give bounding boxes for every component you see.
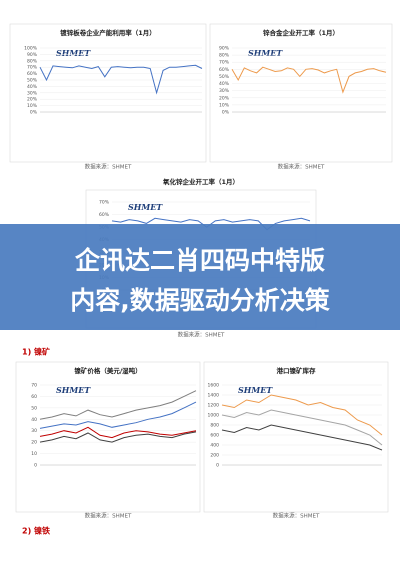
y-tick-label: 10% bbox=[27, 103, 38, 109]
y-tick-label: 60 bbox=[31, 394, 37, 400]
figure-frame bbox=[9, 23, 207, 163]
figure-title: 镀锌板卷企业产能利用率（1月） bbox=[60, 28, 156, 37]
figure-title: 港口镍矿库存 bbox=[277, 366, 317, 375]
figure-source: 数据来源：SHMET bbox=[273, 512, 320, 520]
data-line bbox=[221, 409, 383, 446]
figure-frame bbox=[203, 361, 389, 513]
y-tick-label: 100% bbox=[24, 46, 38, 52]
data-line bbox=[39, 64, 203, 95]
y-tick-label: 30% bbox=[219, 88, 230, 94]
y-tick-label: 40% bbox=[27, 84, 38, 90]
logo: SHMET bbox=[56, 48, 91, 58]
y-tick-label: 1400 bbox=[208, 393, 220, 399]
y-tick-label: 20 bbox=[31, 440, 37, 446]
y-tick-label: 90% bbox=[27, 52, 38, 58]
logo: SHMET bbox=[248, 48, 283, 58]
y-tick-label: 40 bbox=[31, 417, 37, 423]
data-line bbox=[39, 390, 197, 420]
figure-source: 数据来源：SHMET bbox=[85, 512, 132, 520]
figure-title: 锌合金企业开工率（1月） bbox=[263, 28, 339, 37]
y-tick-label: 10% bbox=[219, 102, 230, 108]
y-tick-label: 1200 bbox=[208, 403, 220, 409]
y-tick-label: 0 bbox=[34, 463, 37, 469]
y-tick-label: 600 bbox=[210, 433, 219, 439]
banner-text: 内容,数据驱动分析决策 bbox=[70, 286, 330, 315]
y-tick-label: 50 bbox=[31, 405, 37, 411]
data-line bbox=[39, 426, 197, 439]
figure-source: 数据来源：SHMET bbox=[178, 331, 225, 339]
y-tick-label: 60% bbox=[99, 212, 110, 218]
data-line bbox=[221, 424, 383, 451]
y-tick-label: 70 bbox=[31, 383, 37, 389]
data-line bbox=[231, 66, 387, 94]
y-tick-label: 70% bbox=[219, 60, 230, 66]
figure-source: 数据来源：SHMET bbox=[278, 163, 325, 171]
y-tick-label: 60% bbox=[27, 71, 38, 77]
y-tick-label: 40% bbox=[219, 81, 230, 87]
y-tick-label: 0% bbox=[222, 110, 230, 116]
y-tick-label: 30 bbox=[31, 428, 37, 434]
section-heading: 2) 镍铁 bbox=[22, 526, 50, 536]
y-tick-label: 90% bbox=[219, 46, 230, 52]
y-tick-label: 1000 bbox=[208, 413, 220, 419]
y-tick-label: 0 bbox=[216, 463, 219, 469]
y-tick-label: 400 bbox=[210, 443, 219, 449]
figure-source: 数据来源：SHMET bbox=[85, 163, 132, 171]
data-line bbox=[39, 401, 197, 429]
data-line bbox=[221, 394, 383, 436]
y-tick-label: 0% bbox=[30, 110, 38, 116]
y-tick-label: 200 bbox=[210, 453, 219, 459]
logo: SHMET bbox=[56, 385, 91, 395]
y-tick-label: 80% bbox=[219, 53, 230, 59]
data-line bbox=[39, 431, 197, 443]
logo: SHMET bbox=[128, 202, 163, 212]
banner bbox=[0, 224, 400, 330]
figure-title: 镍矿价格（美元/湿吨） bbox=[74, 366, 141, 375]
y-tick-label: 1600 bbox=[208, 383, 220, 389]
section-heading: 1) 镍矿 bbox=[22, 347, 50, 357]
y-tick-label: 10 bbox=[31, 451, 37, 457]
banner-text: 企讯达二肖四码中特版 bbox=[75, 246, 325, 275]
y-tick-label: 70% bbox=[99, 200, 110, 206]
y-tick-label: 30% bbox=[27, 90, 38, 96]
figure-title: 氧化锌企业开工率（1月） bbox=[162, 177, 239, 186]
y-tick-label: 800 bbox=[210, 423, 219, 429]
logo: SHMET bbox=[238, 385, 273, 395]
y-tick-label: 70% bbox=[27, 65, 38, 71]
y-tick-label: 20% bbox=[27, 97, 38, 103]
y-tick-label: 20% bbox=[219, 95, 230, 101]
y-tick-label: 60% bbox=[219, 67, 230, 73]
figure-frame bbox=[15, 361, 201, 513]
y-tick-label: 50% bbox=[27, 78, 38, 84]
figure-frame bbox=[209, 23, 393, 163]
y-tick-label: 80% bbox=[27, 58, 38, 64]
y-tick-label: 50% bbox=[219, 74, 230, 80]
